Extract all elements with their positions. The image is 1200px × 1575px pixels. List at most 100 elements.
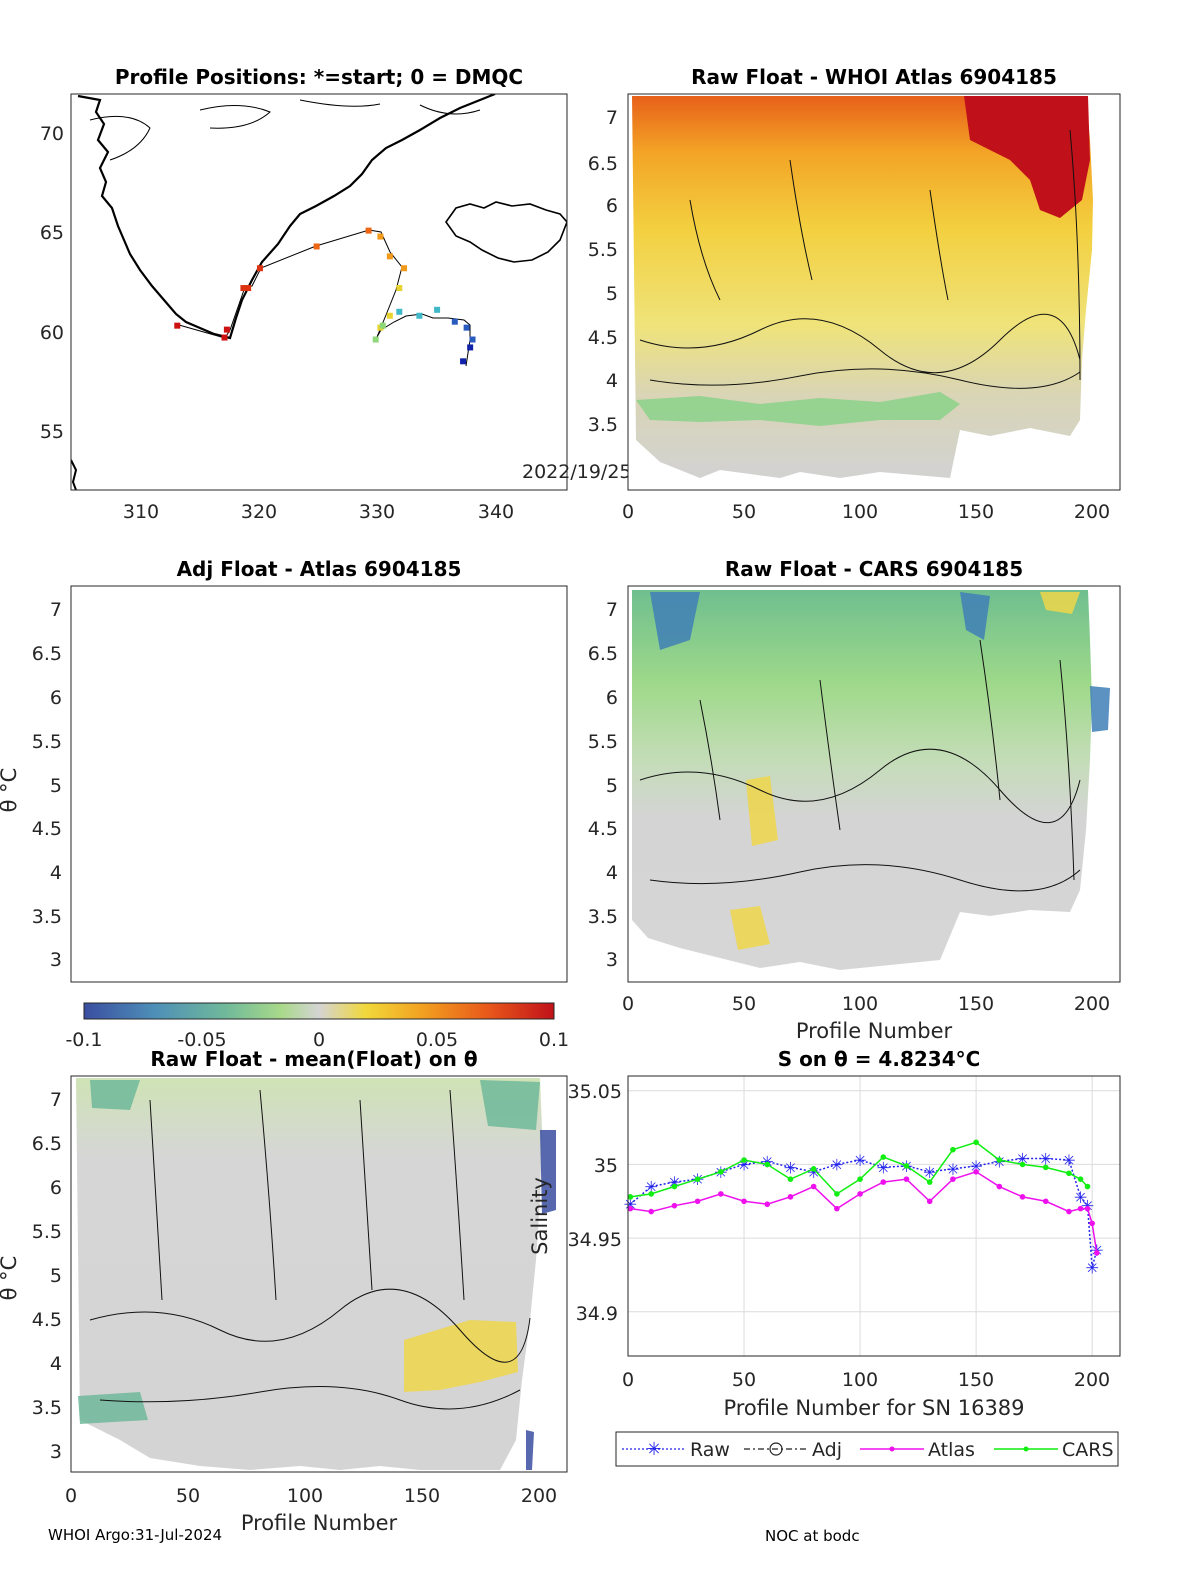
cars-y-tick: 5 — [606, 775, 618, 797]
sal-y-tick: 34.95 — [568, 1229, 622, 1251]
adj-y-tick: 3 — [50, 949, 62, 971]
cars-y-tick: 4 — [606, 862, 618, 884]
track-marker — [221, 334, 228, 341]
adj-y-tick: 6.5 — [32, 643, 62, 665]
cars-y-ticks: 7 6.5 6 5.5 5 4.5 4 3.5 3 — [588, 599, 618, 971]
track-marker — [386, 253, 393, 260]
series-atlas-point — [950, 1176, 956, 1182]
map-x-tick: 310 — [123, 501, 159, 523]
whoi-x-tick: 150 — [958, 501, 994, 523]
track-marker — [401, 265, 408, 272]
whoi-y-tick: 7 — [606, 107, 618, 129]
series-raw-point: ✳ — [807, 1163, 820, 1182]
series-cars-point — [903, 1163, 910, 1169]
sal-x-tick: 50 — [732, 1369, 756, 1391]
mean-y-label: θ °C — [0, 1256, 21, 1301]
mean-panel: Raw Float - mean(Float) on θ 0 50 100 15… — [0, 1047, 568, 1535]
cars-x-tick: 0 — [622, 993, 634, 1015]
mean-blue-strip — [526, 1130, 556, 1470]
series-atlas-point — [1019, 1194, 1026, 1200]
map-date-label: 2022/19/25 — [522, 461, 632, 483]
series-cars-point — [1019, 1161, 1026, 1168]
cars-y-tick: 6 — [606, 687, 618, 709]
cars-x-tick: 150 — [958, 993, 994, 1015]
mean-y-tick: 5.5 — [32, 1221, 62, 1243]
track-marker — [469, 336, 476, 343]
cars-blue-patches — [650, 592, 1110, 732]
track-marker — [467, 344, 474, 351]
mean-y-tick: 5 — [50, 1265, 62, 1287]
series-cars-line — [630, 1141, 1089, 1198]
whoi-y-tick: 6.5 — [588, 153, 618, 175]
series-cars-point — [996, 1157, 1003, 1163]
series-atlas-point — [1089, 1220, 1095, 1227]
map-y-ticks: 70 65 60 55 — [40, 123, 64, 443]
adj-axes-box — [70, 585, 568, 983]
mean-y-tick: 6.5 — [32, 1133, 62, 1155]
track-marker — [245, 285, 252, 292]
track-marker — [256, 265, 263, 272]
mean-x-label: Profile Number — [241, 1511, 398, 1535]
series-cars-point — [1066, 1170, 1072, 1177]
whoi-x-tick: 200 — [1074, 501, 1110, 523]
iceland-coastline — [445, 201, 567, 263]
series-cars-point — [973, 1139, 979, 1146]
adj-y-tick: 5 — [50, 775, 62, 797]
series-cars-point — [648, 1191, 655, 1197]
whoi-x-tick: 0 — [622, 501, 634, 523]
legend-raw-marker: ✳ — [646, 1439, 661, 1460]
mean-y-tick: 7 — [50, 1089, 62, 1111]
whoi-axes-box — [627, 93, 1121, 491]
track-marker — [377, 233, 384, 240]
mean-y-tick: 6 — [50, 1177, 62, 1199]
legend-adj-marker — [769, 1442, 783, 1456]
series-atlas-point — [648, 1208, 655, 1215]
series-atlas-point — [857, 1191, 863, 1197]
series-atlas-point — [627, 1205, 634, 1212]
colorbar-tick: -0.05 — [177, 1029, 226, 1051]
mean-y-tick: 4.5 — [32, 1309, 62, 1331]
whoi-y-tick: 6 — [606, 195, 618, 217]
track-marker — [451, 318, 458, 325]
cars-y-tick: 7 — [606, 599, 618, 621]
mean-field — [76, 1078, 542, 1470]
legend-cars-marker — [1023, 1446, 1029, 1452]
colorbar-gradient — [83, 1002, 555, 1020]
map-y-tick: 70 — [40, 123, 64, 145]
whoi-y-tick: 5 — [606, 283, 618, 305]
series-atlas-point — [903, 1176, 910, 1182]
series-atlas-point — [973, 1168, 979, 1175]
legend-adj-label: Adj — [812, 1439, 842, 1461]
whoi-x-tick: 50 — [732, 501, 756, 523]
series-atlas-point — [718, 1191, 724, 1197]
whoi-y-tick: 5.5 — [588, 239, 618, 261]
cars-y-tick: 3.5 — [588, 906, 618, 928]
adj-y-tick: 3.5 — [32, 906, 62, 928]
mean-axes-box — [70, 1075, 568, 1473]
cars-y-tick: 6.5 — [588, 643, 618, 665]
track-marker — [434, 306, 441, 313]
cars-x-ticks: 0 50 100 150 200 — [622, 993, 1110, 1015]
adj-y-tick: 6 — [50, 687, 62, 709]
mean-contours — [89, 1089, 531, 1410]
cars-contours — [639, 639, 1081, 892]
map-title: Profile Positions: *=start; 0 = DMQC — [115, 65, 523, 89]
series-cars-point — [857, 1176, 863, 1182]
series-cars-point — [1084, 1183, 1091, 1190]
cars-title: Raw Float - CARS 6904185 — [725, 557, 1023, 581]
whoi-green-band — [636, 392, 960, 426]
track-marker — [386, 312, 393, 319]
series-raw-point: ✳ — [946, 1160, 959, 1179]
adj-y-tick: 7 — [50, 599, 62, 621]
map-plot-area — [71, 94, 567, 490]
map-x-tick: 330 — [359, 501, 395, 523]
mean-yellow-patch — [404, 1320, 518, 1392]
cars-x-tick: 100 — [842, 993, 878, 1015]
series-cars-point — [834, 1191, 840, 1197]
whoi-y-ticks: 7 6.5 6 5.5 5 4.5 4 3.5 — [588, 107, 618, 436]
map-y-tick: 60 — [40, 322, 64, 344]
sal-x-tick: 150 — [958, 1369, 994, 1391]
series-atlas-point — [694, 1198, 701, 1205]
sal-y-label: Salinity — [528, 1177, 552, 1255]
mean-y-ticks: 7 6.5 6 5.5 5 4.5 4 3.5 3 — [32, 1089, 62, 1463]
